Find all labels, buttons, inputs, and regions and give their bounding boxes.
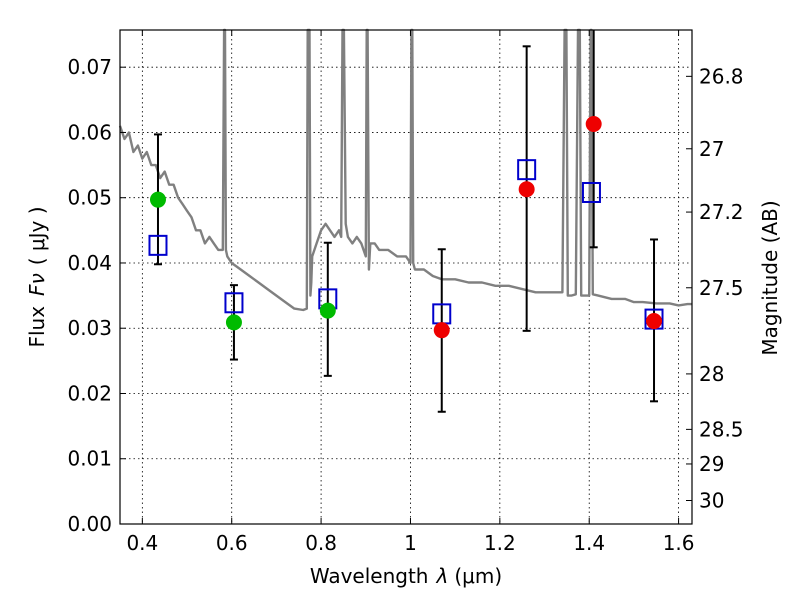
y-tick-label: 0.04 <box>67 251 112 275</box>
model-square-marker <box>517 159 537 181</box>
y-tick-label: 0.01 <box>67 447 112 471</box>
y-tick-label: 0.02 <box>67 381 112 405</box>
x-tick-label: 1.6 <box>663 531 695 555</box>
marker-layer <box>148 115 664 339</box>
right-axis-label: Magnitude (AB) <box>758 200 782 355</box>
x-tick-label: 1 <box>404 531 417 555</box>
observed-green-point <box>149 191 166 208</box>
observed-green-point <box>319 302 336 319</box>
right-tick-label: 27.5 <box>699 276 744 300</box>
model-square-marker <box>224 292 244 314</box>
y-tick-label: 0.05 <box>67 186 112 210</box>
spectrum-layer <box>118 28 692 312</box>
x-tick-label: 0.8 <box>305 531 337 555</box>
y-tick-label: 0.03 <box>67 316 112 340</box>
right-axis-ticks: 26.8 27 27.2 27.5 28 28.5 29 30 <box>686 64 744 513</box>
observed-red-point <box>433 322 450 339</box>
right-tick-label: 27.2 <box>699 200 744 224</box>
x-tick-label: 1.4 <box>573 531 605 555</box>
right-tick-label: 26.8 <box>699 64 744 88</box>
observed-green-point <box>225 314 242 331</box>
x-axis-ticks: 0.4 0.6 0.8 1 1.2 1.4 1.6 <box>126 30 695 555</box>
right-tick-label: 27 <box>699 137 724 161</box>
plot-frame <box>119 29 693 525</box>
observed-red-point <box>518 181 535 198</box>
model-square-marker <box>148 234 168 256</box>
observed-red-point <box>646 313 663 330</box>
x-tick-label: 0.6 <box>216 531 248 555</box>
y-tick-label: 0.00 <box>67 512 112 536</box>
right-tick-label: 28.5 <box>699 417 744 441</box>
right-tick-label: 28 <box>699 362 724 386</box>
observed-red-point <box>585 115 602 132</box>
y-tick-label: 0.06 <box>67 120 112 144</box>
y-tick-label: 0.07 <box>67 55 112 79</box>
y-axis-ticks: 0.00 0.01 0.02 0.03 0.04 0.05 0.06 0.07 <box>67 55 126 536</box>
errorbar-layer <box>153 30 659 413</box>
model-square-marker <box>581 181 601 203</box>
x-tick-label: 1.2 <box>484 531 516 555</box>
y-axis-label: FluxFν( μJy ) <box>25 206 49 347</box>
right-tick-label: 30 <box>699 489 724 513</box>
spectrum-line <box>118 28 692 312</box>
right-tick-label: 29 <box>699 452 724 476</box>
x-axis-label: Wavelength λ (μm) <box>310 564 502 588</box>
x-tick-label: 0.4 <box>126 531 158 555</box>
grid-lines <box>120 30 692 524</box>
